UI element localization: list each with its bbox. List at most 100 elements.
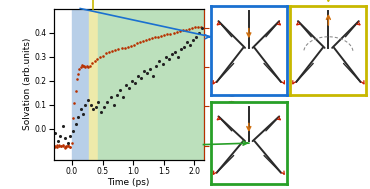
- Point: [115, 48, 121, 51]
- Point: [71, 101, 77, 104]
- Point: [180, 29, 186, 32]
- Point: [129, 79, 135, 82]
- Point: [184, 41, 190, 44]
- Point: [65, 143, 71, 146]
- Point: [193, 36, 199, 39]
- Point: [146, 38, 152, 41]
- Point: [67, 145, 73, 148]
- Point: [199, 26, 205, 29]
- Point: [192, 26, 198, 29]
- Point: [62, 147, 68, 150]
- Point: [65, 141, 71, 144]
- Point: [117, 89, 123, 92]
- Point: [138, 77, 144, 80]
- Point: [80, 65, 86, 68]
- Point: [134, 41, 140, 44]
- Point: [98, 110, 104, 113]
- Point: [106, 50, 112, 53]
- Point: [178, 48, 184, 51]
- Point: [76, 67, 82, 70]
- Point: [87, 64, 93, 67]
- Point: [159, 62, 165, 65]
- Point: [104, 101, 110, 104]
- Point: [190, 38, 196, 41]
- Point: [60, 143, 66, 146]
- Point: [187, 43, 193, 46]
- Point: [189, 27, 195, 30]
- Point: [97, 56, 103, 59]
- Point: [60, 145, 66, 148]
- Point: [84, 65, 90, 68]
- Point: [112, 49, 118, 52]
- Point: [163, 55, 169, 58]
- Point: [56, 143, 62, 146]
- Point: [126, 86, 132, 89]
- Point: [83, 66, 88, 69]
- Point: [93, 105, 99, 108]
- Point: [155, 35, 161, 38]
- Bar: [88, 9, 98, 160]
- Point: [89, 62, 95, 65]
- Point: [85, 98, 91, 101]
- Point: [183, 28, 189, 31]
- Point: [158, 34, 164, 37]
- Point: [85, 66, 91, 69]
- Point: [154, 65, 159, 68]
- Point: [60, 125, 66, 128]
- Point: [196, 31, 202, 34]
- Point: [57, 134, 63, 137]
- Point: [172, 50, 178, 53]
- Point: [157, 60, 162, 63]
- Y-axis label: Δθ (degree): Δθ (degree): [229, 57, 238, 111]
- X-axis label: Time (ps): Time (ps): [107, 178, 150, 187]
- Point: [88, 103, 94, 106]
- Point: [90, 108, 96, 111]
- Point: [95, 101, 101, 104]
- Point: [169, 53, 175, 56]
- Point: [75, 115, 81, 118]
- Bar: [98, 9, 204, 160]
- Point: [128, 45, 134, 48]
- Point: [70, 117, 76, 120]
- Point: [75, 72, 81, 75]
- Point: [81, 64, 87, 67]
- Point: [111, 103, 117, 106]
- Point: [94, 58, 100, 61]
- Point: [150, 74, 156, 77]
- Point: [73, 89, 79, 92]
- Point: [74, 77, 80, 81]
- Point: [101, 105, 107, 108]
- Point: [181, 45, 187, 48]
- Point: [65, 145, 71, 148]
- Point: [67, 134, 73, 137]
- Point: [73, 122, 79, 125]
- Point: [62, 137, 68, 140]
- Point: [53, 132, 58, 135]
- Point: [122, 46, 128, 49]
- Point: [198, 25, 204, 28]
- Point: [92, 60, 98, 63]
- Point: [64, 146, 70, 149]
- Point: [53, 145, 58, 148]
- Point: [149, 37, 155, 40]
- Point: [67, 146, 73, 149]
- Point: [132, 81, 138, 84]
- Point: [171, 31, 176, 34]
- Point: [78, 108, 84, 111]
- Point: [174, 30, 179, 33]
- Point: [110, 49, 115, 52]
- Y-axis label: Solvation (arb.units): Solvation (arb.units): [23, 38, 32, 130]
- Point: [144, 72, 150, 75]
- Point: [58, 145, 64, 148]
- Point: [79, 63, 85, 66]
- Point: [114, 93, 120, 96]
- Point: [152, 36, 158, 39]
- Point: [125, 45, 131, 48]
- Point: [123, 84, 129, 87]
- Point: [103, 52, 109, 55]
- Point: [166, 57, 172, 60]
- Point: [195, 26, 201, 29]
- Point: [83, 103, 88, 106]
- Point: [140, 40, 146, 43]
- Point: [177, 30, 183, 33]
